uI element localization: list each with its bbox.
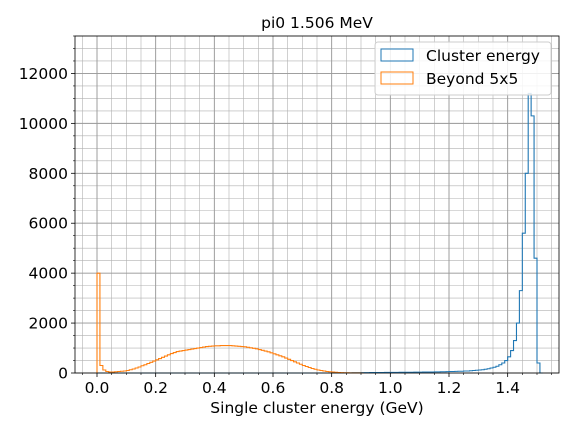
y-tick-label: 4000 [29,265,68,283]
histogram-series-1 [96,272,364,374]
y-tick-label: 2000 [29,315,68,333]
x-tick-label: 0.6 [261,379,286,397]
legend-label-beyond-5x5: Beyond 5x5 [426,70,518,88]
y-tick-label: 8000 [29,165,68,183]
x-tick-label: 1.2 [437,379,462,397]
legend-label-cluster-energy: Cluster energy [426,47,540,65]
legend: Cluster energy Beyond 5x5 [374,41,552,96]
x-tick-label: 0.0 [85,379,110,397]
legend-swatch-beyond-5x5 [380,71,414,85]
x-tick-label: 0.2 [143,379,168,397]
y-tick-label: 6000 [29,215,68,233]
x-tick-label: 0.8 [319,379,344,397]
legend-swatch-cluster-energy [380,48,414,62]
legend-box [374,41,552,96]
chart-title: pi0 1.506 MeV [261,14,373,32]
y-tick-label: 0 [58,365,68,383]
y-tick-label: 10000 [19,115,68,133]
x-tick-label: 1.4 [495,379,520,397]
y-axis: 0 2000 4000 6000 8000 10000 12000 [19,35,75,383]
x-axis-title: Single cluster energy (GeV) [210,399,423,417]
x-axis: 0.0 0.2 0.4 0.6 0.8 1.0 1.2 1.4 [82,373,552,397]
x-tick-label: 0.4 [202,379,227,397]
y-tick-label: 12000 [19,65,68,83]
x-tick-label: 1.0 [378,379,403,397]
